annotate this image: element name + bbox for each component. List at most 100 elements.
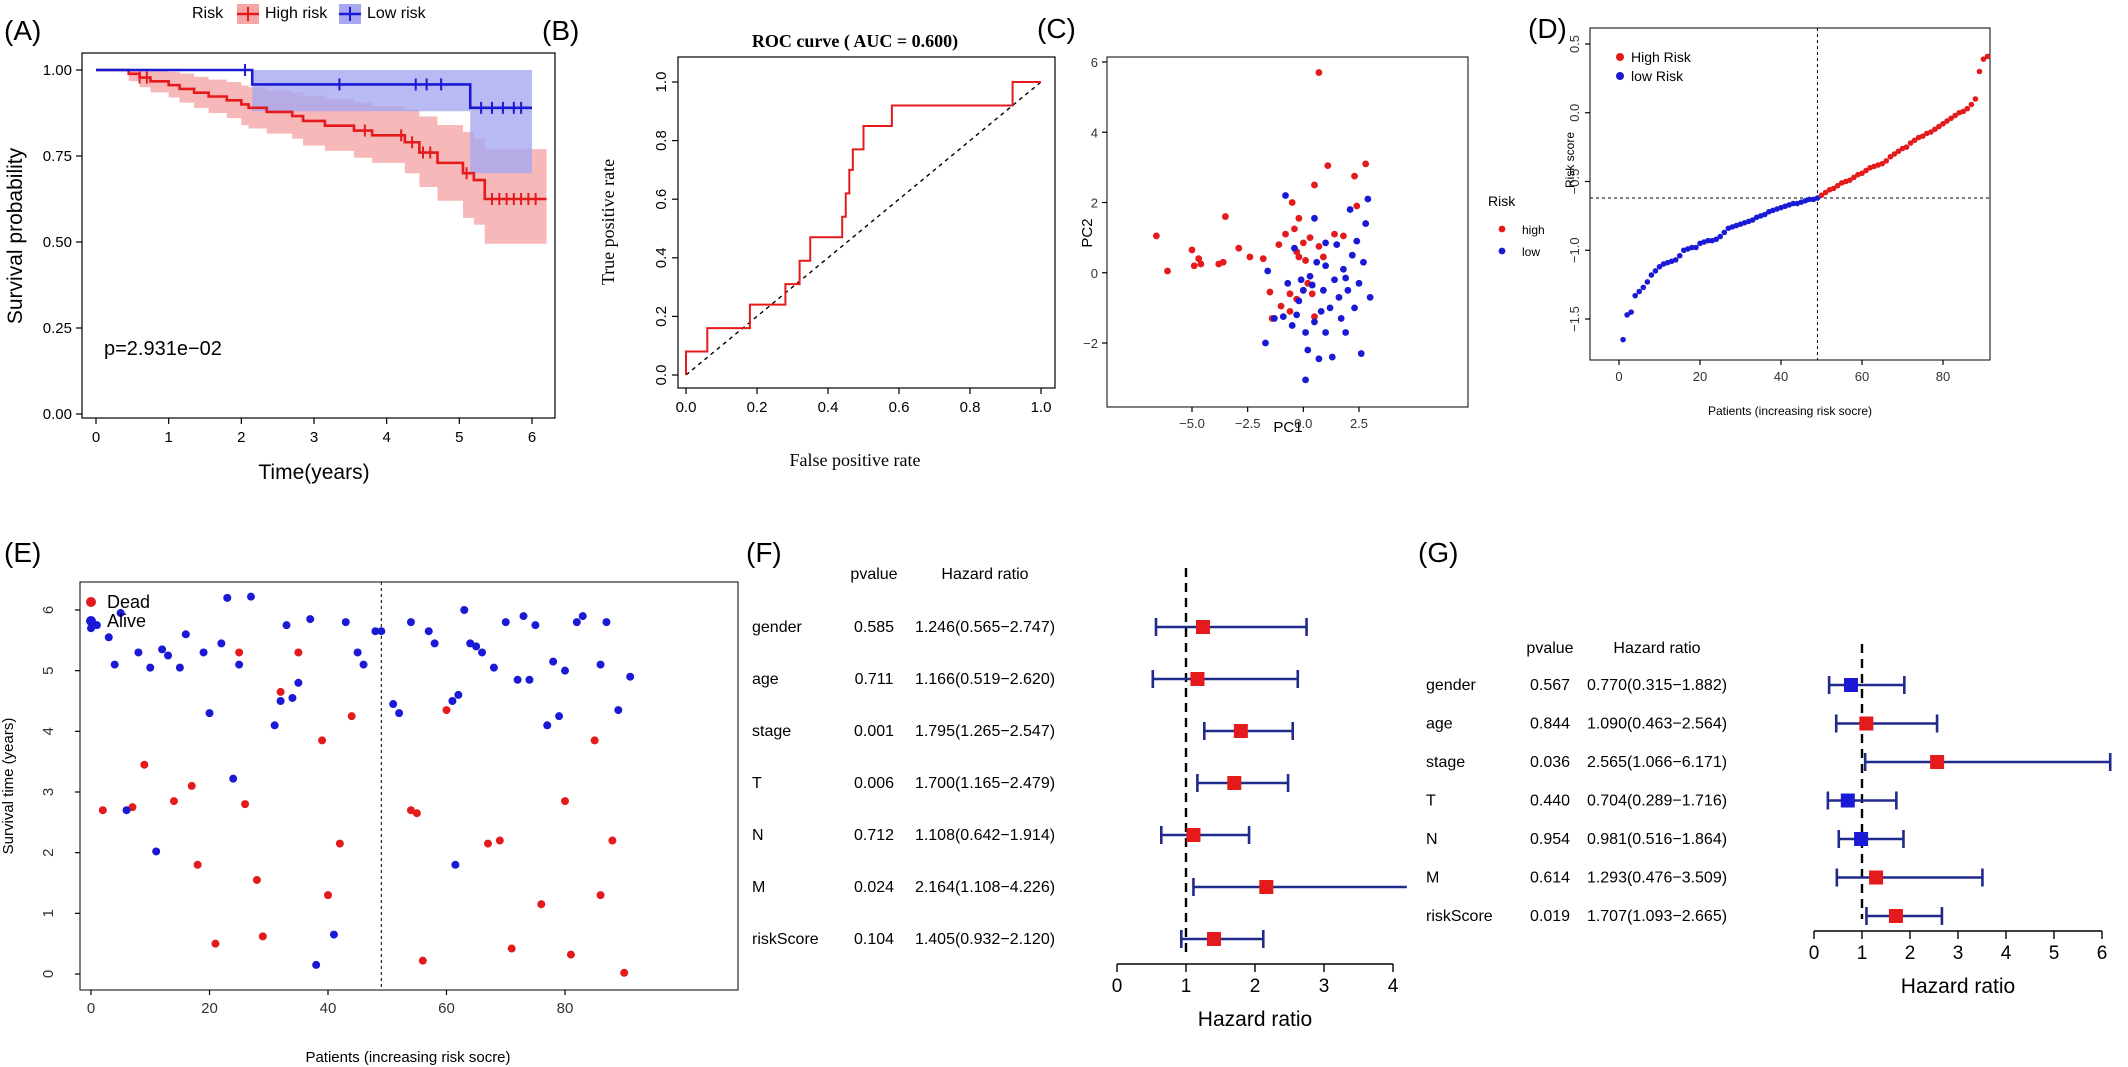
- pca-point-high: [1295, 214, 1303, 222]
- forest-g-hr-point: [1869, 870, 1884, 885]
- risk-point: [1672, 257, 1679, 263]
- pca-point-high: [1164, 267, 1171, 275]
- chart-title: ROC curve ( AUC = 0.600): [752, 31, 958, 52]
- forest-f-x-tick-label: 2: [1250, 976, 1261, 997]
- risk-point: [1919, 133, 1926, 139]
- forest-f-row-hr: 1.405(0.932−2.120): [915, 931, 1055, 948]
- status-point-dead: [412, 809, 421, 818]
- x-tick-label: 20: [201, 1000, 218, 1017]
- forest-f-row-pvalue: 0.585: [854, 619, 894, 636]
- status-point-alive: [110, 660, 119, 669]
- pca-point-high: [1190, 262, 1198, 270]
- pca-point-high: [1266, 288, 1274, 296]
- status-point-dead: [258, 932, 267, 941]
- y-tick-label: 1: [40, 909, 57, 917]
- forest-f-row-pvalue: 0.711: [855, 671, 894, 688]
- risk-point: [1932, 126, 1938, 133]
- y-tick-label: 0.0: [653, 365, 670, 386]
- forest-g-row-pvalue: 0.019: [1530, 908, 1570, 925]
- legend-title: Risk: [192, 5, 224, 22]
- y-tick-label: 1.00: [43, 62, 72, 79]
- legend-label-alive: Alive: [107, 611, 146, 631]
- status-point-alive: [561, 666, 569, 675]
- status-point-alive: [531, 621, 540, 630]
- y-tick-label: 0.0: [1567, 104, 1582, 122]
- forest-g-x-tick-label: 3: [1953, 943, 1964, 964]
- forest-f-header-hr: Hazard ratio: [941, 566, 1028, 583]
- pca-point-low: [1302, 376, 1309, 384]
- x-tick-label: 6: [528, 429, 536, 446]
- panel-label: (D): [1528, 13, 1567, 44]
- legend-label-low: low: [1522, 245, 1540, 259]
- risk-point: [1968, 101, 1975, 108]
- y-tick-label: 0.00: [43, 406, 72, 423]
- legend-dot-high: [1616, 53, 1624, 61]
- pca-point-low: [1317, 307, 1325, 315]
- x-tick-label: 80: [1936, 369, 1950, 384]
- pca-point-low: [1299, 286, 1307, 294]
- x-tick-label: 2: [237, 429, 245, 446]
- risk-point: [1972, 96, 1979, 102]
- status-point-alive: [602, 618, 611, 627]
- pca-point-high: [1288, 199, 1296, 206]
- x-tick-label: 0.6: [889, 399, 910, 416]
- pca-point-low: [1342, 274, 1350, 282]
- legend-dot-dead: [86, 597, 96, 607]
- status-point-alive: [549, 657, 558, 666]
- y-tick-label: 0: [40, 970, 57, 978]
- status-point-alive: [424, 627, 433, 636]
- pca-point-high: [1295, 253, 1303, 261]
- forest-f-row-hr: 1.795(1.265−2.547): [915, 723, 1055, 740]
- status-point-dead: [318, 736, 327, 745]
- status-point-alive: [205, 709, 214, 718]
- status-point-alive: [341, 618, 350, 627]
- x-tick-label: 60: [438, 1000, 455, 1017]
- pca-point-low: [1282, 192, 1289, 199]
- forest-g-row-hr: 1.090(0.463−2.564): [1587, 716, 1727, 733]
- legend-dot-low: [1498, 247, 1506, 255]
- status-point-alive: [288, 693, 297, 702]
- status-point-alive: [146, 663, 155, 672]
- risk-point: [1960, 108, 1967, 115]
- pca-point-high: [1215, 260, 1223, 268]
- status-point-alive: [466, 639, 475, 648]
- risk-point: [1887, 153, 1894, 160]
- pca-point-low: [1346, 206, 1354, 213]
- risk-point: [1636, 288, 1643, 295]
- p-value-annotation: p=2.931e−02: [104, 338, 222, 360]
- status-point-dead: [483, 839, 492, 848]
- status-point-dead: [187, 781, 196, 790]
- forest-f-row-label: T: [752, 775, 762, 792]
- pca-point-high: [1306, 234, 1314, 242]
- risk-point: [1952, 112, 1958, 119]
- status-point-alive: [626, 672, 635, 681]
- forest-g-row-label: age: [1426, 716, 1453, 733]
- risk-point: [1984, 53, 1991, 60]
- x-tick-label: 0.4: [818, 399, 839, 416]
- forest-g-row-hr: 0.981(0.516−1.864): [1587, 831, 1727, 848]
- y-axis-label: Risk score: [1563, 132, 1577, 188]
- pca-point-low: [1357, 350, 1365, 357]
- y-tick-label: 3: [40, 788, 57, 796]
- forest-f-row-label: riskScore: [752, 931, 819, 948]
- status-point-dead: [406, 806, 415, 815]
- risk-point: [1628, 309, 1634, 315]
- risk-point: [1879, 160, 1886, 167]
- pca-point-low: [1353, 237, 1361, 245]
- pca-point-low: [1366, 293, 1374, 301]
- pca-point-high: [1340, 232, 1347, 240]
- pca-point-low: [1322, 329, 1329, 336]
- y-tick-label: 0.5: [1567, 35, 1582, 53]
- risk-point: [1948, 115, 1954, 122]
- pca-point-high: [1319, 253, 1327, 261]
- status-point-alive: [276, 697, 285, 705]
- status-point-alive: [472, 642, 481, 651]
- pca-point-low: [1262, 339, 1269, 347]
- y-tick-label: 4: [40, 727, 57, 735]
- status-point-dead: [241, 800, 250, 809]
- status-point-alive: [158, 645, 167, 654]
- risk-point: [1940, 120, 1946, 127]
- status-point-alive: [489, 663, 498, 672]
- pca-point-high: [1302, 257, 1309, 264]
- status-point-alive: [104, 633, 113, 642]
